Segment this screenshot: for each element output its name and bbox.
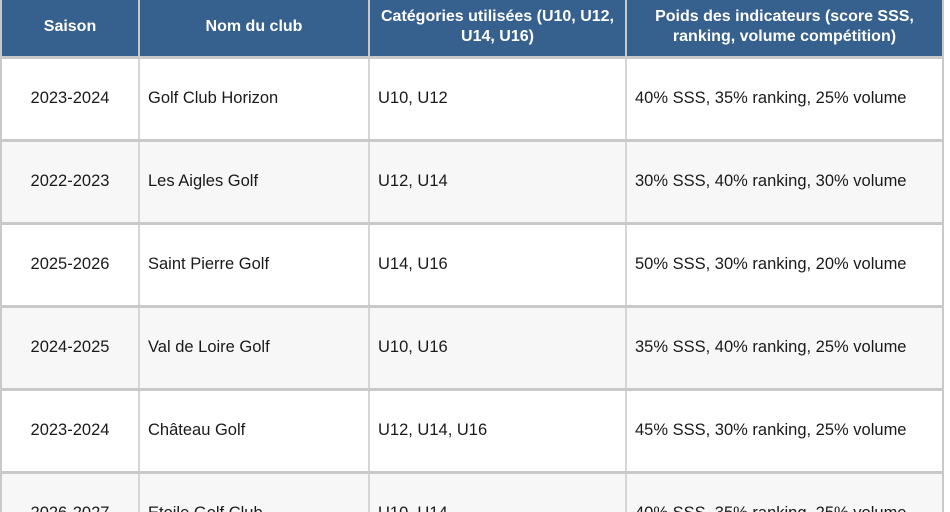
table-header: Saison Nom du club Catégories utilisées …: [1, 0, 943, 59]
table-row: 2023-2024 Château Golf U12, U14, U16 45%…: [1, 389, 943, 474]
table-row: 2022-2023 Les Aigles Golf U12, U14 30% S…: [1, 140, 943, 225]
column-header-categories: Catégories utilisées (U10, U12, U14, U16…: [368, 0, 627, 59]
cell-club: Saint Pierre Golf: [138, 223, 370, 308]
cell-club: Etoile Golf Club: [138, 472, 370, 512]
cell-poids: 45% SSS, 30% ranking, 25% volume: [625, 389, 943, 474]
column-header-saison: Saison: [1, 0, 140, 59]
table-row: 2024-2025 Val de Loire Golf U10, U16 35%…: [1, 306, 943, 391]
cell-categories: U10, U14: [368, 472, 627, 512]
cell-saison: 2022-2023: [1, 140, 140, 225]
cell-poids: 30% SSS, 40% ranking, 30% volume: [625, 140, 943, 225]
table-body: 2023-2024 Golf Club Horizon U10, U12 40%…: [1, 57, 943, 512]
cell-poids: 40% SSS, 35% ranking, 25% volume: [625, 472, 943, 512]
cell-poids: 50% SSS, 30% ranking, 20% volume: [625, 223, 943, 308]
cell-categories: U10, U16: [368, 306, 627, 391]
cell-saison: 2023-2024: [1, 389, 140, 474]
cell-poids: 40% SSS, 35% ranking, 25% volume: [625, 57, 943, 142]
table-row: 2026-2027 Etoile Golf Club U10, U14 40% …: [1, 472, 943, 512]
cell-categories: U12, U14: [368, 140, 627, 225]
cell-saison: 2023-2024: [1, 57, 140, 142]
cell-club: Golf Club Horizon: [138, 57, 370, 142]
table-row: 2025-2026 Saint Pierre Golf U14, U16 50%…: [1, 223, 943, 308]
cell-categories: U14, U16: [368, 223, 627, 308]
cell-saison: 2026-2027: [1, 472, 140, 512]
cell-club: Les Aigles Golf: [138, 140, 370, 225]
column-header-poids: Poids des indicateurs (score SSS, rankin…: [625, 0, 943, 59]
table-row: 2023-2024 Golf Club Horizon U10, U12 40%…: [1, 57, 943, 142]
cell-categories: U10, U12: [368, 57, 627, 142]
cell-saison: 2024-2025: [1, 306, 140, 391]
table-header-row: Saison Nom du club Catégories utilisées …: [1, 0, 943, 59]
column-header-club: Nom du club: [138, 0, 370, 59]
cell-poids: 35% SSS, 40% ranking, 25% volume: [625, 306, 943, 391]
cell-club: Val de Loire Golf: [138, 306, 370, 391]
cell-saison: 2025-2026: [1, 223, 140, 308]
cell-categories: U12, U14, U16: [368, 389, 627, 474]
cell-club: Château Golf: [138, 389, 370, 474]
